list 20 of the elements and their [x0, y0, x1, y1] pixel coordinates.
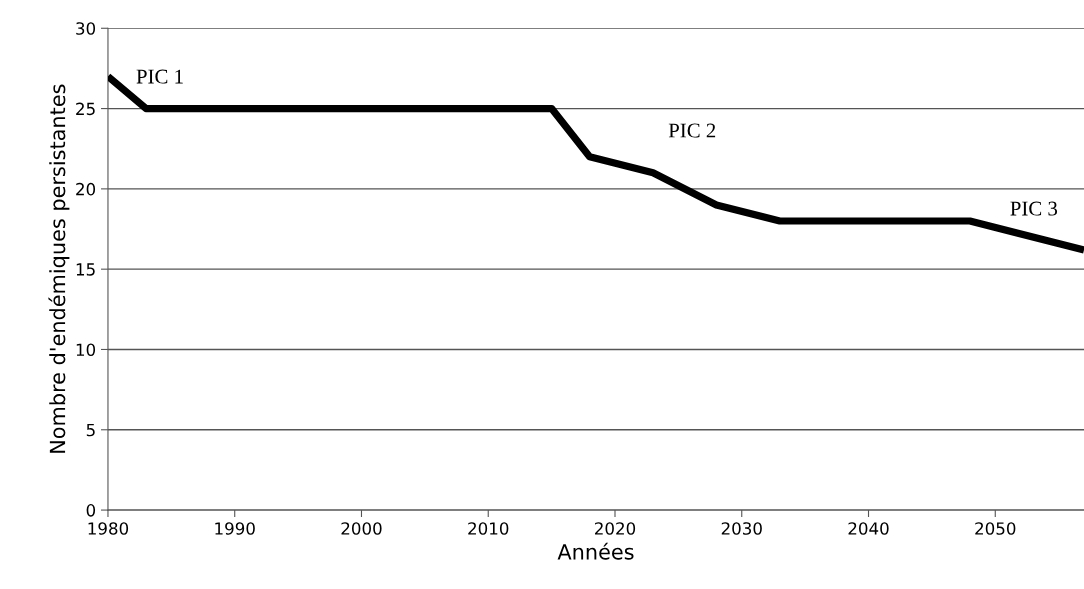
annotation: PIC 3	[1010, 201, 1058, 216]
y-tick-label: 10	[76, 343, 96, 357]
y-tick-label: 25	[76, 102, 95, 116]
x-tick-label: 2000	[341, 522, 382, 535]
x-tick-label: 2030	[721, 522, 762, 535]
x-tick-label: 2020	[595, 522, 636, 535]
x-tick-label: 2040	[848, 522, 889, 535]
x-tick-label: 2050	[975, 522, 1016, 535]
x-tick-label: 2010	[468, 522, 509, 535]
y-tick-label: 20	[76, 182, 96, 196]
y-tick-label: 30	[76, 22, 96, 35]
y-tick-label: 15	[76, 263, 95, 276]
y-tick-label: 5	[86, 423, 95, 437]
annotation: PIC 1	[136, 69, 183, 84]
x-tick-label: 1980	[88, 522, 129, 535]
x-axis-title: Années	[557, 542, 634, 560]
y-axis-title: Nombre d'endémiques persistantes	[48, 84, 70, 453]
x-tick-label: 1990	[215, 522, 255, 535]
annotation: PIC 2	[668, 123, 716, 138]
y-tick-label: 0	[86, 504, 96, 517]
